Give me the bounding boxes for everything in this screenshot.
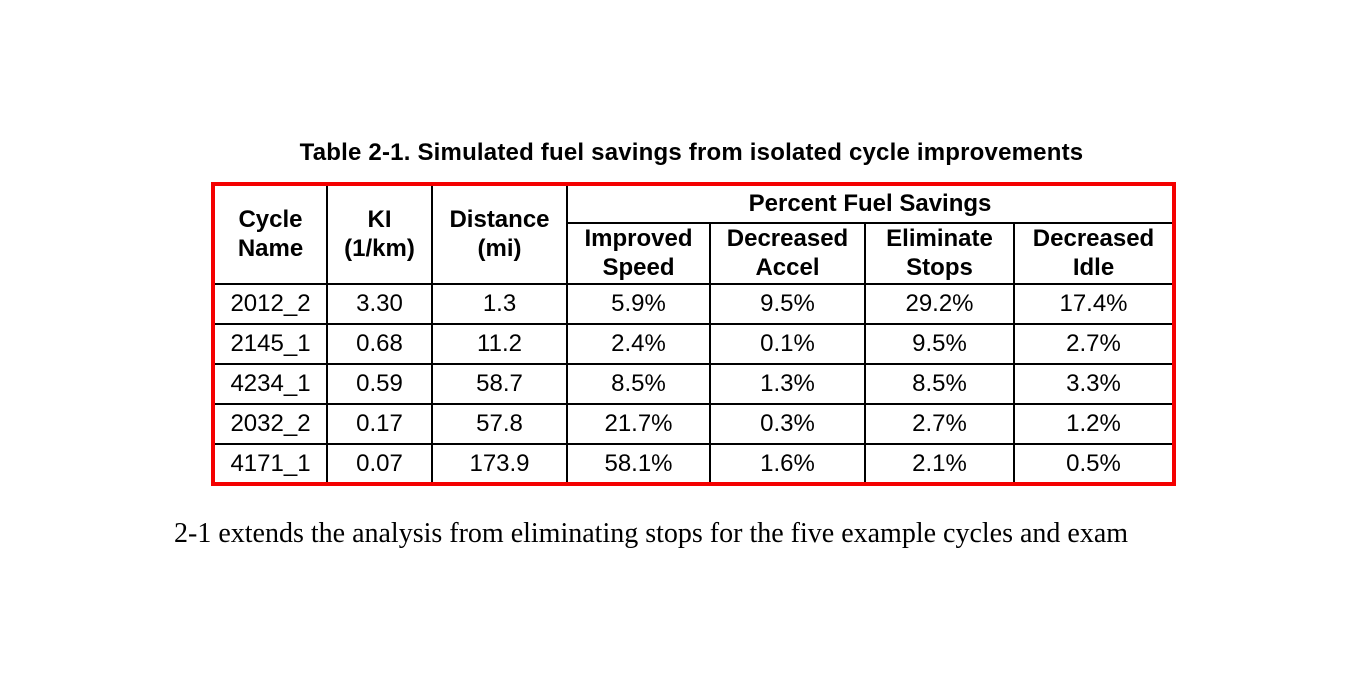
cell-decreased-accel: 1.6% — [709, 443, 866, 485]
cell-distance: 57.8 — [431, 403, 568, 445]
cell-cycle-name: 2145_1 — [212, 323, 328, 365]
cell-decreased-accel: 9.5% — [709, 283, 866, 325]
cell-eliminate-stops: 29.2% — [864, 283, 1015, 325]
cell-cycle-name: 4171_1 — [212, 443, 328, 485]
cell-decreased-idle: 0.5% — [1012, 443, 1176, 485]
col-header-eliminate-stops: Eliminate Stops — [864, 222, 1015, 285]
table-row: 4234_1 0.59 58.7 8.5% 1.3% 8.5% 3.3% — [212, 363, 1176, 405]
cell-decreased-accel: 0.1% — [709, 323, 866, 365]
cell-improved-speed: 58.1% — [566, 443, 711, 485]
cell-cycle-name: 4234_1 — [212, 363, 328, 405]
cell-ki: 0.17 — [326, 403, 433, 445]
cell-improved-speed: 21.7% — [566, 403, 711, 445]
cell-eliminate-stops: 8.5% — [864, 363, 1015, 405]
cell-improved-speed: 2.4% — [566, 323, 711, 365]
body-text-fragment: 2-1 extends the analysis from eliminatin… — [174, 518, 1129, 549]
cell-cycle-name: 2032_2 — [212, 403, 328, 445]
cell-ki: 3.30 — [326, 283, 433, 325]
cell-ki: 0.07 — [326, 443, 433, 485]
col-header-distance: Distance (mi) — [431, 183, 568, 285]
col-header-decreased-idle: Decreased Idle — [1012, 222, 1176, 285]
cell-distance: 11.2 — [431, 323, 568, 365]
col-header-decreased-accel: Decreased Accel — [709, 222, 866, 285]
table-row: 4171_1 0.07 173.9 58.1% 1.6% 2.1% 0.5% — [212, 443, 1176, 485]
cell-decreased-idle: 2.7% — [1012, 323, 1176, 365]
cell-eliminate-stops: 2.1% — [864, 443, 1015, 485]
cell-decreased-idle: 17.4% — [1012, 283, 1176, 325]
cell-decreased-idle: 3.3% — [1012, 363, 1176, 405]
cell-decreased-accel: 0.3% — [709, 403, 866, 445]
table-row: 2032_2 0.17 57.8 21.7% 0.3% 2.7% 1.2% — [212, 403, 1176, 445]
cell-cycle-name: 2012_2 — [212, 283, 328, 325]
cell-decreased-idle: 1.2% — [1012, 403, 1176, 445]
cell-distance: 173.9 — [431, 443, 568, 485]
table-row: 2145_1 0.68 11.2 2.4% 0.1% 9.5% 2.7% — [212, 323, 1176, 365]
cell-distance: 1.3 — [431, 283, 568, 325]
col-header-cycle-name: Cycle Name — [212, 183, 328, 285]
cell-ki: 0.68 — [326, 323, 433, 365]
group-header-percent-fuel-savings: Percent Fuel Savings — [565, 183, 1176, 224]
header-row-group: Cycle Name KI (1/km) Distance (mi) Perce… — [212, 183, 1176, 285]
col-header-improved-speed: Improved Speed — [566, 222, 711, 285]
cell-distance: 58.7 — [431, 363, 568, 405]
cell-improved-speed: 5.9% — [566, 283, 711, 325]
table-container: Cycle Name KI (1/km) Distance (mi) Perce… — [211, 182, 1177, 486]
header-row-sub: Improved Speed Decreased Accel Eliminate… — [213, 222, 1176, 285]
fuel-savings-table: Cycle Name KI (1/km) Distance (mi) Perce… — [211, 182, 1177, 486]
table-row: 2012_2 3.30 1.3 5.9% 9.5% 29.2% 17.4% — [212, 283, 1176, 325]
cell-decreased-accel: 1.3% — [709, 363, 866, 405]
cell-eliminate-stops: 9.5% — [864, 323, 1015, 365]
table-caption: Table 2-1. Simulated fuel savings from i… — [299, 139, 1084, 166]
cell-improved-speed: 8.5% — [566, 363, 711, 405]
cell-ki: 0.59 — [326, 363, 433, 405]
col-header-ki: KI (1/km) — [326, 183, 433, 285]
cell-eliminate-stops: 2.7% — [864, 403, 1015, 445]
